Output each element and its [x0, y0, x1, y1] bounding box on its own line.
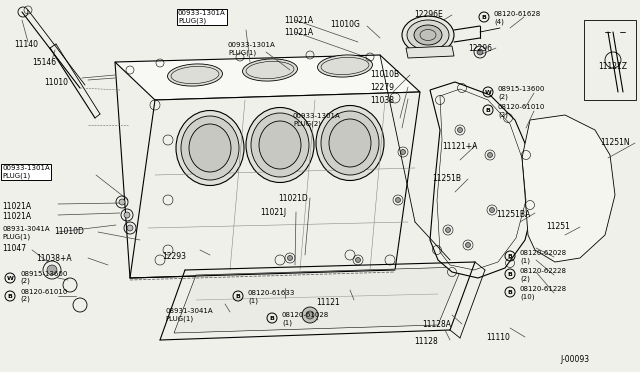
- Text: 11140: 11140: [14, 40, 38, 49]
- Text: 11121: 11121: [316, 298, 340, 307]
- Ellipse shape: [302, 307, 318, 323]
- Polygon shape: [115, 55, 420, 100]
- Bar: [584, 20, 636, 100]
- Ellipse shape: [119, 199, 125, 205]
- Ellipse shape: [477, 49, 483, 55]
- Text: 11038+A: 11038+A: [36, 254, 72, 263]
- Text: 11010B: 11010B: [370, 70, 399, 79]
- Ellipse shape: [176, 110, 244, 186]
- Text: 11021A: 11021A: [284, 16, 313, 25]
- Text: 11021J: 11021J: [260, 208, 286, 217]
- Text: 08120-61633
(1): 08120-61633 (1): [248, 290, 296, 304]
- Text: 08915-13600
(2): 08915-13600 (2): [20, 271, 67, 285]
- Ellipse shape: [414, 25, 442, 45]
- Text: 11128: 11128: [414, 337, 438, 346]
- Ellipse shape: [316, 106, 384, 180]
- Text: 12296E: 12296E: [414, 10, 443, 19]
- Text: 11251BA: 11251BA: [496, 210, 531, 219]
- Ellipse shape: [465, 243, 470, 247]
- Text: 12293: 12293: [162, 252, 186, 261]
- Ellipse shape: [259, 121, 301, 169]
- Text: 11010: 11010: [44, 78, 68, 87]
- Text: 11251B: 11251B: [432, 174, 461, 183]
- Text: 00933-1301A
PLUG(1): 00933-1301A PLUG(1): [2, 165, 50, 179]
- Text: 11021D: 11021D: [278, 194, 308, 203]
- Text: 08120-62228
(2): 08120-62228 (2): [520, 268, 567, 282]
- Text: 11010G: 11010G: [330, 20, 360, 29]
- Text: 11021A: 11021A: [2, 212, 31, 221]
- Ellipse shape: [287, 256, 292, 260]
- Ellipse shape: [445, 228, 451, 232]
- Ellipse shape: [402, 16, 454, 54]
- Text: 08120-61010
(2): 08120-61010 (2): [498, 104, 545, 118]
- Text: 11110: 11110: [486, 333, 510, 342]
- Text: 08931-3041A
PLUG(1): 08931-3041A PLUG(1): [165, 308, 212, 321]
- Text: 11010D: 11010D: [54, 227, 84, 236]
- Text: 11251: 11251: [546, 222, 570, 231]
- Text: 08120-62028
(1): 08120-62028 (1): [520, 250, 567, 263]
- Text: 11121+A: 11121+A: [442, 142, 477, 151]
- Ellipse shape: [321, 111, 379, 175]
- Ellipse shape: [329, 119, 371, 167]
- Text: 11128A: 11128A: [422, 320, 451, 329]
- Ellipse shape: [306, 311, 314, 319]
- Ellipse shape: [407, 20, 449, 50]
- Ellipse shape: [355, 257, 360, 263]
- Ellipse shape: [458, 128, 463, 132]
- Text: B: B: [236, 294, 241, 298]
- Text: B: B: [269, 315, 275, 321]
- Text: J-00093: J-00093: [560, 355, 589, 364]
- Ellipse shape: [243, 59, 298, 81]
- Ellipse shape: [246, 108, 314, 183]
- Text: 12279: 12279: [370, 83, 394, 92]
- Text: 11021A: 11021A: [284, 28, 313, 37]
- Ellipse shape: [47, 265, 57, 275]
- Ellipse shape: [401, 150, 406, 154]
- Polygon shape: [430, 82, 535, 278]
- Text: 08915-13600
(2): 08915-13600 (2): [498, 86, 545, 99]
- Text: W: W: [484, 90, 492, 94]
- Text: 08120-61028
(1): 08120-61028 (1): [282, 312, 329, 326]
- Polygon shape: [130, 92, 420, 278]
- Ellipse shape: [317, 55, 372, 77]
- Text: 08120-61010
(2): 08120-61010 (2): [20, 289, 67, 302]
- Text: B: B: [481, 15, 486, 19]
- Ellipse shape: [124, 212, 130, 218]
- Text: W: W: [6, 276, 13, 280]
- Text: 11251N: 11251N: [600, 138, 630, 147]
- Ellipse shape: [127, 225, 133, 231]
- Text: 11047: 11047: [2, 244, 26, 253]
- Text: 08120-61628
(4): 08120-61628 (4): [494, 11, 541, 25]
- Text: B: B: [508, 272, 513, 276]
- Ellipse shape: [396, 198, 401, 202]
- Text: 08120-61228
(10): 08120-61228 (10): [520, 286, 567, 299]
- Text: 12296: 12296: [468, 44, 492, 53]
- Text: 00933-1301A
PLUG(2): 00933-1301A PLUG(2): [293, 113, 340, 126]
- Text: B: B: [486, 108, 490, 112]
- Ellipse shape: [168, 64, 223, 86]
- Text: B: B: [508, 253, 513, 259]
- Text: 11038: 11038: [370, 96, 394, 105]
- Text: 15146: 15146: [32, 58, 56, 67]
- Ellipse shape: [189, 124, 231, 172]
- Text: B: B: [8, 294, 12, 298]
- Text: 00933-1301A
PLUG(3): 00933-1301A PLUG(3): [178, 10, 226, 23]
- Ellipse shape: [251, 113, 309, 177]
- Polygon shape: [522, 115, 615, 262]
- Text: B: B: [508, 289, 513, 295]
- Text: 08931-3041A
PLUG(1): 08931-3041A PLUG(1): [2, 226, 50, 240]
- Polygon shape: [174, 267, 462, 333]
- Text: 11121Z: 11121Z: [598, 62, 627, 71]
- Text: 11021A: 11021A: [2, 202, 31, 211]
- Polygon shape: [406, 46, 454, 58]
- Ellipse shape: [488, 153, 493, 157]
- Ellipse shape: [490, 208, 495, 212]
- Ellipse shape: [181, 116, 239, 180]
- Text: 00933-1301A
PLUG(1): 00933-1301A PLUG(1): [228, 42, 276, 55]
